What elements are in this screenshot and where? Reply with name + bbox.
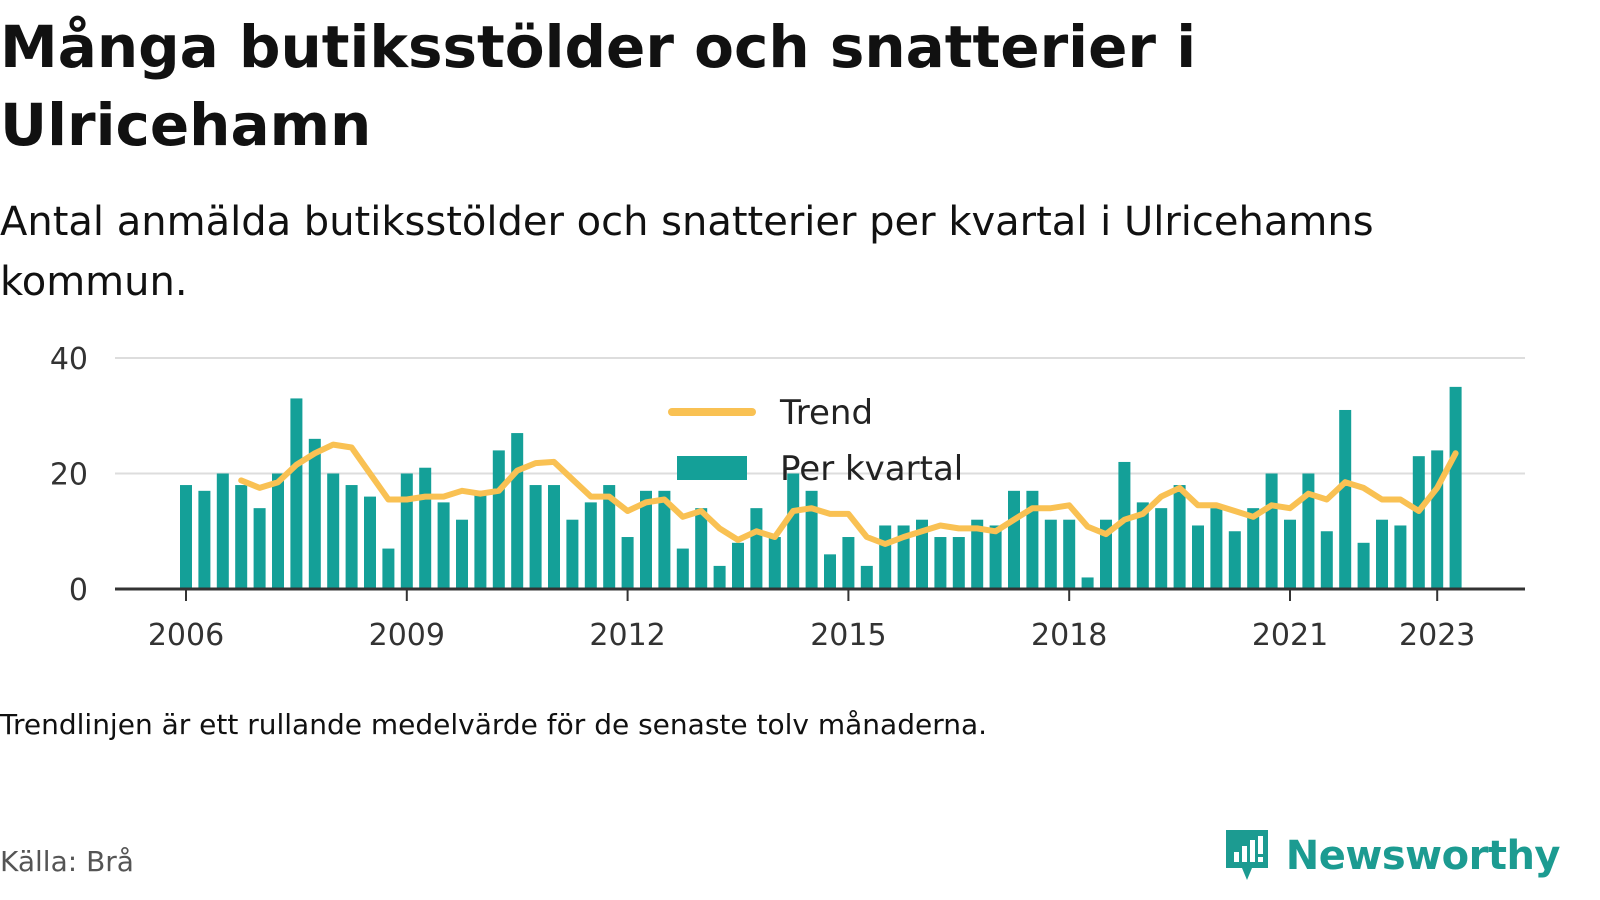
bar <box>511 433 524 589</box>
legend-bars-label: Per kvartal <box>780 449 963 489</box>
bar <box>1412 456 1425 589</box>
x-tick-label-2023: 2023 <box>1399 618 1475 653</box>
bar <box>603 485 616 589</box>
bar <box>548 485 560 589</box>
bar <box>1247 508 1260 589</box>
bar <box>1376 519 1388 589</box>
bar <box>1210 508 1223 589</box>
bar <box>1192 525 1204 589</box>
bar <box>713 565 726 589</box>
bar <box>566 519 579 589</box>
y-tick-label-40: 40 <box>50 342 88 377</box>
bar <box>272 473 284 589</box>
bar <box>180 485 192 589</box>
bar <box>732 542 744 589</box>
brand-name: Newsworthy <box>1285 833 1561 879</box>
bar-series <box>180 386 1462 589</box>
bar <box>934 537 947 589</box>
bar <box>989 525 1002 589</box>
bar <box>584 502 597 589</box>
bar <box>419 467 432 589</box>
bar <box>456 519 468 589</box>
trend-note: Trendlinjen är ett rullande medelvärde f… <box>0 708 988 741</box>
y-tick-label-0: 0 <box>69 573 88 608</box>
bar <box>529 485 542 589</box>
bar <box>1026 490 1039 589</box>
bar <box>1449 386 1462 589</box>
chart-title: Många butiksstölder och snatterier i Ulr… <box>0 13 1197 159</box>
bar <box>658 490 671 589</box>
bar <box>1284 519 1296 589</box>
bar <box>437 502 450 589</box>
bar <box>1320 531 1333 589</box>
bar <box>787 473 800 589</box>
bar <box>768 537 781 589</box>
bar <box>400 473 413 589</box>
x-tick-label-2021: 2021 <box>1252 618 1328 653</box>
bar <box>805 490 818 589</box>
x-tick-label-2006: 2006 <box>148 618 224 653</box>
newsworthy-logo-icon <box>1225 830 1268 880</box>
chart-area: 0 20 40 2006 2009 2012 2015 2018 2021 2023 Trend … <box>50 342 1525 653</box>
bar <box>676 548 689 589</box>
bar <box>1228 531 1241 589</box>
axes: 0 20 40 2006 2009 2012 2015 2018 2021 2023 <box>50 342 1525 653</box>
bar <box>382 548 395 589</box>
bar <box>1136 502 1149 589</box>
bar <box>1173 485 1186 589</box>
x-tick-label-2012: 2012 <box>589 618 665 653</box>
bar <box>253 508 266 589</box>
bar <box>916 519 928 589</box>
bar <box>1265 473 1278 589</box>
bar <box>1357 542 1370 589</box>
gridlines <box>115 357 1525 475</box>
source-text: Källa: Brå <box>0 845 134 878</box>
bar <box>1118 461 1131 589</box>
chart-subtitle: Antal anmälda butiksstölder och snatteri… <box>0 199 1374 305</box>
bar <box>216 473 229 589</box>
bar <box>971 519 984 589</box>
bar <box>290 398 303 589</box>
bar <box>1044 519 1057 589</box>
bar <box>695 508 708 589</box>
bar <box>860 565 873 589</box>
bar <box>1155 508 1168 589</box>
bar <box>474 490 487 589</box>
bar <box>1339 409 1352 589</box>
x-tick-label-2015: 2015 <box>810 618 886 653</box>
trend-line <box>238 441 1459 547</box>
bar <box>1008 490 1020 589</box>
bar <box>308 438 321 589</box>
bar <box>327 473 340 589</box>
bar <box>621 537 634 589</box>
brand-logo: Newsworthy <box>1222 828 1561 884</box>
bar <box>1394 525 1407 589</box>
bar <box>1100 519 1112 589</box>
bar <box>1431 450 1444 589</box>
bar <box>492 450 505 589</box>
bar <box>1063 519 1076 589</box>
bar <box>640 490 652 589</box>
bar <box>198 490 211 589</box>
bar <box>842 537 855 589</box>
bar <box>952 537 965 589</box>
legend-bars-swatch <box>677 456 747 480</box>
legend: Trend Per kvartal <box>668 393 963 489</box>
bar <box>897 525 910 589</box>
bar <box>824 554 836 589</box>
bar <box>235 485 248 589</box>
bar <box>879 525 892 589</box>
bar <box>364 496 376 589</box>
bar <box>1302 473 1315 589</box>
legend-trend-label: Trend <box>779 393 873 433</box>
bar <box>345 485 358 589</box>
trend-series <box>238 441 1459 547</box>
x-tick-label-2018: 2018 <box>1031 618 1107 653</box>
bar <box>1081 577 1094 589</box>
y-tick-label-20: 20 <box>50 458 88 493</box>
x-tick-label-2009: 2009 <box>369 618 445 653</box>
bar <box>750 508 763 589</box>
